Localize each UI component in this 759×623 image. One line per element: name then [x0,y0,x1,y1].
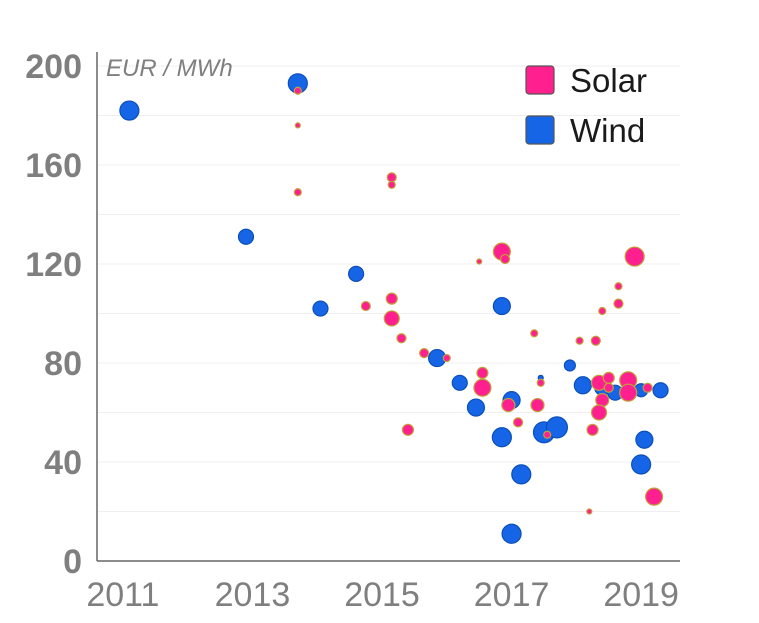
wind-point-21 [652,382,669,399]
solar-point-31 [603,382,614,393]
solar-point-4 [387,180,396,189]
axes [96,52,680,562]
wind-point-2 [237,228,255,245]
wind-point-7 [466,398,486,417]
solar-point-14 [500,253,511,265]
solar-point-23 [575,336,584,345]
x-tick-labels: 2011 2013 2015 2017 2019 [86,576,679,614]
solar-point-5 [360,300,371,312]
y-tick-label-2: 80 [44,345,82,383]
wind-point-0 [119,100,140,121]
solar-point-16 [473,378,492,397]
wind-point-23 [631,454,652,475]
y-tick-label-3: 120 [25,246,82,284]
solar-point-8 [396,333,407,344]
solar-point-22 [543,430,552,439]
solar-point-27 [613,298,624,309]
y-axis-unit-label: EUR / MWh [106,55,233,82]
solar-point-38 [586,508,593,515]
wind-point-6 [451,374,468,391]
wind-point-9 [491,427,512,448]
solar-point-18 [512,417,524,428]
solar-point-2 [293,188,302,197]
x-tick-label-0: 2011 [86,576,159,614]
solar-point-39 [644,487,664,506]
solar-point-26 [614,282,623,291]
y-tick-label-5: 200 [25,48,82,86]
solar-point-24 [590,335,601,346]
solar-point-0 [293,86,302,95]
solar-point-11 [401,423,415,436]
wind-point-3 [312,300,329,317]
solar-point-19 [530,329,539,338]
y-tick-label-0: 0 [63,543,82,581]
solar-point-36 [619,383,638,402]
solar-point-3 [386,172,397,183]
legend: Solar Wind [525,62,647,149]
solar-point-25 [598,306,607,316]
legend-swatch-wind [525,115,555,145]
solar-point-30 [602,371,615,384]
solar-point-17 [501,397,516,413]
x-tick-label-3: 2017 [474,576,550,614]
wind-point-8 [492,296,511,316]
solar-point-20 [536,378,545,387]
wind-point-12 [501,523,522,544]
x-tick-label-2: 2015 [344,576,420,614]
solar-point-37 [642,382,653,393]
solar-point-12 [476,258,483,265]
legend-label-wind: Wind [570,112,645,149]
wind-point-22 [635,430,654,449]
legend-label-solar: Solar [570,62,647,99]
wind-point-4 [348,265,365,282]
wind-point-14 [545,416,569,439]
solar-point-10 [442,353,451,363]
x-tick-label-4: 2019 [603,576,679,614]
solar-point-9 [419,348,430,359]
solar-point-33 [590,404,608,421]
wind-point-16 [563,359,576,372]
solar-point-6 [385,292,398,305]
solar-point-21 [530,397,545,413]
x-tick-label-1: 2013 [215,576,291,614]
solar-point-34 [586,423,599,436]
solar-point-28 [624,246,645,267]
y-tick-label-1: 40 [44,444,82,482]
solar-point-1 [294,122,301,129]
y-tick-label-4: 160 [25,147,82,185]
solar-point-7 [383,310,400,327]
legend-swatch-solar [525,65,555,95]
wind-point-11 [511,464,532,485]
scatter-points [119,73,669,544]
gridlines [97,65,680,512]
wind-point-17 [573,376,592,395]
y-tick-labels: 0 40 80 120 160 200 [25,48,82,581]
solar-point-15 [476,366,489,379]
